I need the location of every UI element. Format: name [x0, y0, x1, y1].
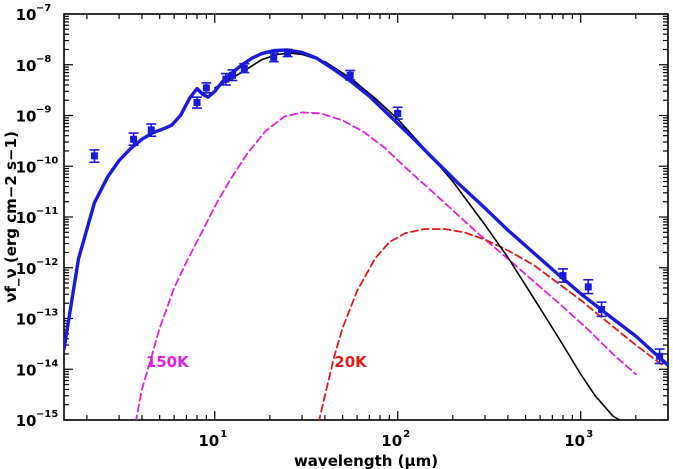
150k-dust-curve — [135, 111, 637, 420]
x-tick-label-exponent: 1 — [220, 429, 227, 440]
data-point — [282, 48, 293, 58]
y-tick-label: 10 — [16, 108, 37, 126]
y-tick-label: 10 — [16, 412, 37, 430]
y-tick-label-exponent: −11 — [36, 206, 58, 217]
y-tick-label-exponent: −8 — [36, 54, 51, 65]
point-marker — [270, 53, 278, 61]
temperature-labels: 150K 20K — [146, 353, 368, 371]
y-tick-label: 10 — [16, 311, 37, 329]
x-tick-label: 10 — [381, 432, 402, 450]
point-marker — [193, 99, 201, 107]
y-tick-label: 10 — [16, 209, 37, 227]
x-tick-label-exponent: 3 — [586, 429, 593, 440]
data-point — [596, 301, 607, 318]
y-axis-title: νf_ν (erg cm−2 s−1) — [2, 131, 20, 303]
x-axis-title: wavelength (µm) — [294, 452, 438, 469]
data-point — [201, 82, 212, 94]
point-marker — [222, 75, 230, 83]
point-marker — [284, 49, 292, 57]
photometry-points — [89, 48, 665, 365]
data-point — [557, 268, 568, 283]
y-tick-label: 10 — [16, 6, 37, 24]
x-tick-label: 10 — [564, 432, 585, 450]
stellar-photosphere-curve — [214, 52, 621, 420]
point-marker — [584, 283, 592, 291]
data-point — [128, 132, 139, 146]
point-marker — [147, 126, 155, 134]
data-point — [654, 348, 665, 365]
y-tick-label: 10 — [16, 361, 37, 379]
data-point — [146, 123, 157, 138]
y-tick-label-exponent: −7 — [36, 3, 51, 14]
point-marker — [90, 152, 98, 160]
point-marker — [240, 64, 248, 72]
y-tick-label-exponent: −9 — [36, 105, 51, 116]
y-tick-label-exponent: −14 — [36, 358, 58, 369]
annotation-20k: 20K — [334, 353, 368, 371]
point-marker — [130, 135, 138, 143]
x-tick-label: 10 — [198, 432, 219, 450]
point-marker — [228, 71, 236, 79]
20k-dust-curve — [318, 228, 664, 420]
y-tick-label-exponent: −12 — [36, 257, 58, 268]
y-tick-label-exponent: −13 — [36, 308, 58, 319]
data-point — [392, 106, 403, 120]
y-tick-label: 10 — [16, 57, 37, 75]
data-point — [268, 52, 279, 63]
x-tick-label-exponent: 2 — [403, 429, 410, 440]
data-point — [239, 62, 250, 74]
y-tick-label-exponent: −15 — [36, 409, 58, 420]
total-model-curve — [64, 48, 668, 367]
data-point — [345, 69, 356, 81]
point-marker — [559, 272, 567, 280]
y-tick-label: 10 — [16, 158, 37, 176]
point-marker — [202, 84, 210, 92]
y-tick-label: 10 — [16, 260, 37, 278]
data-point — [583, 278, 594, 295]
data-point — [89, 149, 100, 164]
y-tick-label-exponent: −10 — [36, 155, 58, 166]
data-point — [192, 96, 203, 109]
point-marker — [598, 306, 606, 314]
data-point — [227, 69, 238, 82]
point-marker — [394, 109, 402, 117]
point-marker — [656, 352, 664, 360]
annotation-150k: 150K — [146, 353, 190, 371]
axis-ticks — [64, 14, 669, 421]
point-marker — [346, 71, 354, 79]
